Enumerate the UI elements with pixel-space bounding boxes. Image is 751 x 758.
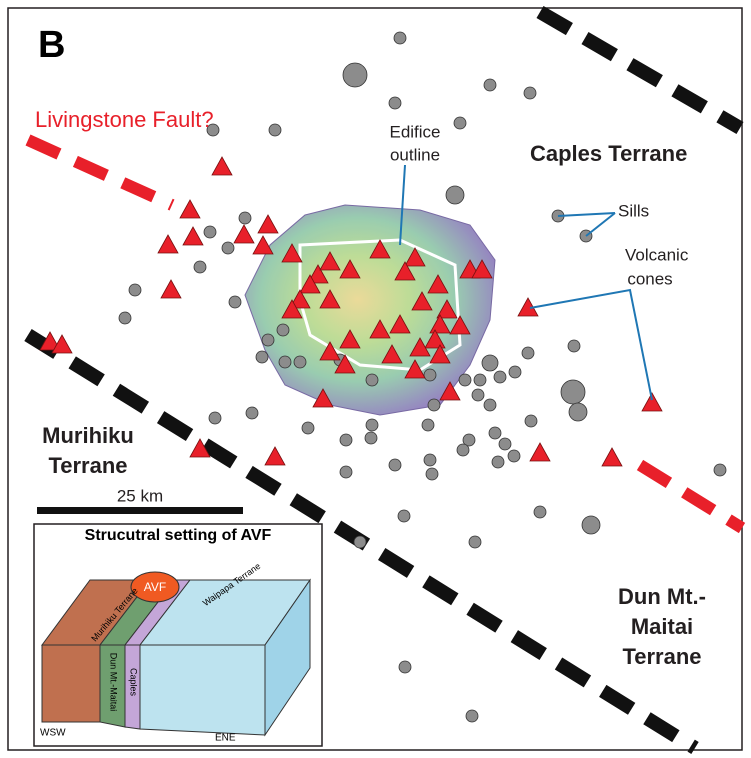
vent-circle	[279, 356, 291, 368]
vent-circle	[457, 444, 469, 456]
vent-circle	[204, 226, 216, 238]
scale-bar	[37, 507, 243, 514]
vent-circle	[469, 536, 481, 548]
page: {"panel_label":"B","fault_label":"Living…	[0, 0, 751, 758]
inset-title: Strucutral setting of AVF	[85, 527, 272, 544]
vent-circle	[484, 79, 496, 91]
vent-circle	[582, 516, 600, 534]
vent-circle	[302, 422, 314, 434]
vent-circle	[424, 454, 436, 466]
vent-circle	[262, 334, 274, 346]
vent-circle	[119, 312, 131, 324]
inset-block	[140, 645, 265, 735]
vent-circle	[389, 97, 401, 109]
inset-block	[42, 645, 100, 722]
vent-circle	[525, 415, 537, 427]
vent-circle	[568, 340, 580, 352]
terrane-label: Maitai	[631, 614, 693, 639]
vent-circle	[269, 124, 281, 136]
vent-circle	[399, 661, 411, 673]
vent-circle	[428, 399, 440, 411]
vent-circle	[522, 347, 534, 359]
vent-circle	[426, 468, 438, 480]
terrane-label: Dun Mt.-	[618, 584, 706, 609]
vent-circle	[509, 366, 521, 378]
vent-circle	[492, 456, 504, 468]
scale-label: 25 km	[117, 486, 163, 505]
terrane-label: Terrane	[48, 453, 127, 478]
vent-circle	[209, 412, 221, 424]
vent-circle	[365, 432, 377, 444]
vent-circle	[524, 87, 536, 99]
vent-circle	[129, 284, 141, 296]
panel-label: B	[38, 24, 65, 66]
vent-circle	[277, 324, 289, 336]
vent-circle	[222, 242, 234, 254]
vent-circle	[394, 32, 406, 44]
vent-circle	[569, 403, 587, 421]
cones-label: cones	[627, 269, 672, 288]
vent-circle	[194, 261, 206, 273]
vent-circle	[424, 369, 436, 381]
edifice-label: outline	[390, 145, 440, 164]
inset-label: WSW	[40, 728, 66, 739]
vent-circle	[494, 371, 506, 383]
terrane-label: Caples Terrane	[530, 141, 687, 166]
fault-label: Livingstone Fault?	[35, 107, 214, 132]
vent-circle	[714, 464, 726, 476]
vent-circle	[508, 450, 520, 462]
vent-circle	[398, 510, 410, 522]
inset-label: ENE	[215, 733, 236, 744]
vent-circle	[340, 434, 352, 446]
vent-circle	[354, 536, 366, 548]
vent-circle	[366, 374, 378, 386]
vent-circle	[343, 63, 367, 87]
vent-circle	[422, 419, 434, 431]
vent-circle	[474, 374, 486, 386]
terrane-label: Murihiku	[42, 423, 134, 448]
vent-circle	[340, 466, 352, 478]
map-figure: B Livingstone Fault? Edifice outline Cap…	[0, 0, 751, 758]
inset-label: Dun Mt.-Maitai	[109, 653, 119, 712]
terrane-label: Terrane	[622, 644, 701, 669]
vent-circle	[246, 407, 258, 419]
vent-circle	[446, 186, 464, 204]
vent-circle	[459, 374, 471, 386]
cones-label: Volcanic	[625, 245, 689, 264]
vent-circle	[489, 427, 501, 439]
vent-circle	[482, 355, 498, 371]
edifice-label: Edifice	[389, 122, 440, 141]
inset-label: AVF	[144, 580, 166, 594]
vent-circle	[239, 212, 251, 224]
vent-circle	[472, 389, 484, 401]
vent-circle	[366, 419, 378, 431]
vent-circle	[294, 356, 306, 368]
inset: Strucutral setting of AVF Murihiku Terra…	[34, 524, 322, 746]
inset-label: Caples	[129, 668, 139, 697]
vent-circle	[499, 438, 511, 450]
vent-circle	[534, 506, 546, 518]
vent-circle	[454, 117, 466, 129]
sills-label: Sills	[618, 201, 649, 220]
vent-circle	[229, 296, 241, 308]
vent-circle	[389, 459, 401, 471]
vent-circle	[561, 380, 585, 404]
vent-circle	[466, 710, 478, 722]
vent-circle	[256, 351, 268, 363]
vent-circle	[484, 399, 496, 411]
